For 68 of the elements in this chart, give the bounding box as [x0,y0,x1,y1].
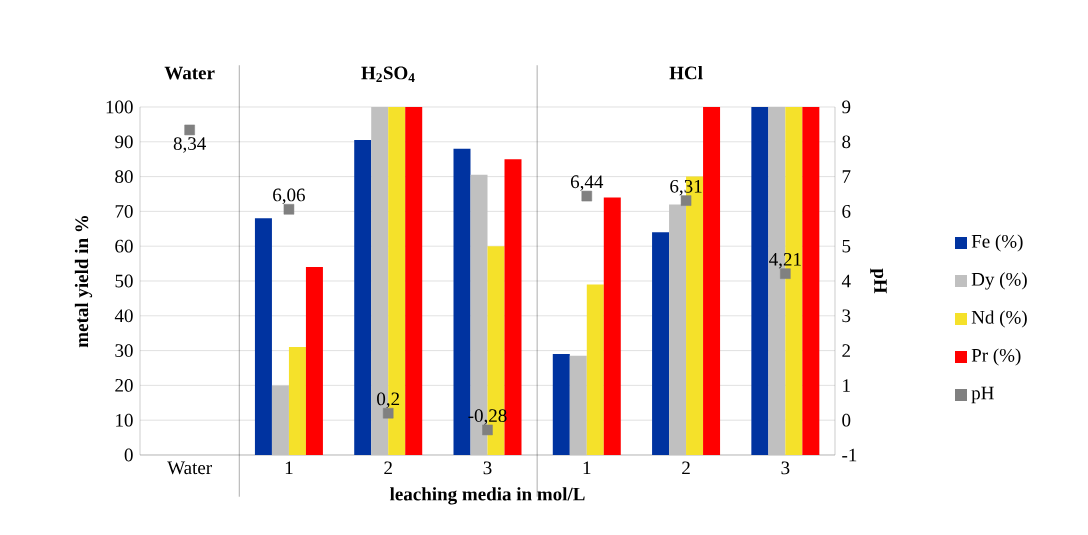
bar [751,106,769,455]
point [184,124,195,136]
y-tick-label: 40 [114,309,133,323]
x-tick-label: 2 [682,461,690,475]
x-tick-label: Water [167,461,212,475]
point [780,268,791,279]
x-tick-label: 1 [285,461,293,475]
x-tick-label: 1 [583,461,591,475]
y2-axis-title: pH [870,268,887,294]
y-tick-label: 100 [106,100,133,114]
data-label: 0,2 [377,392,400,409]
bar [802,106,820,455]
legend-label: Dy (%) [971,272,1027,290]
point [680,195,692,206]
bar [354,140,372,455]
legend-label: Fe (%) [971,234,1023,252]
y2-tick-label: 7 [842,170,851,183]
bar [669,204,687,455]
bar [305,267,323,455]
legend-label: pH [971,386,994,404]
x-axis-title: leaching media in mol/L [389,487,585,505]
y2-tick-label: 5 [842,239,851,253]
x-tick-label: 3 [483,461,492,475]
bar [703,106,721,455]
bar [569,355,587,455]
legend-label: Pr (%) [971,348,1021,366]
bar [586,284,604,455]
x-tick-label: 3 [781,461,790,475]
bar [552,354,570,455]
data-label: 4,21 [769,252,801,269]
y-tick-label: 20 [115,378,133,392]
text: Water [164,66,215,80]
bar [603,197,621,455]
y2-tick-label: 4 [841,274,851,288]
data-label: 6,44 [570,175,604,191]
legend-label: Nd (%) [971,310,1027,328]
y2-tick-label: 8 [842,135,851,149]
bar [652,232,670,455]
y2-tick-label: 2 [842,344,850,357]
y2-tick-label: 3 [842,309,851,323]
y2-tick-label: 1 [843,379,850,392]
text: HCl [669,65,703,80]
y-tick-label: 50 [115,274,133,288]
y-tick-label: 30 [115,344,133,357]
point [283,204,295,215]
data-label: 8,34 [173,137,206,153]
y2-tick-label: 6 [842,205,851,218]
data-label: 6,31 [670,179,702,196]
y-tick-label: 10 [116,413,133,427]
bar [254,218,272,455]
y-axis-title: metal yield in % [74,216,93,348]
y-tick-label: 60 [115,239,133,253]
point [581,190,593,202]
point [382,407,394,419]
y-tick-label: 80 [115,170,133,183]
y2-tick-label: 9 [842,100,851,114]
data-label: 6,06 [273,188,305,205]
x-tick-label: 2 [384,461,392,475]
y-tick-label: 90 [115,135,133,149]
text: H$_{2}$SO$_{4}$ [361,66,415,83]
bar [288,347,306,455]
y2-tick-label: -1 [842,448,857,462]
y2-tick-label: 0 [842,413,851,427]
bar [405,106,423,455]
y-tick-label: 70 [115,204,133,218]
y-tick-label: 0 [124,448,133,462]
point [482,424,493,436]
bar [271,385,289,455]
